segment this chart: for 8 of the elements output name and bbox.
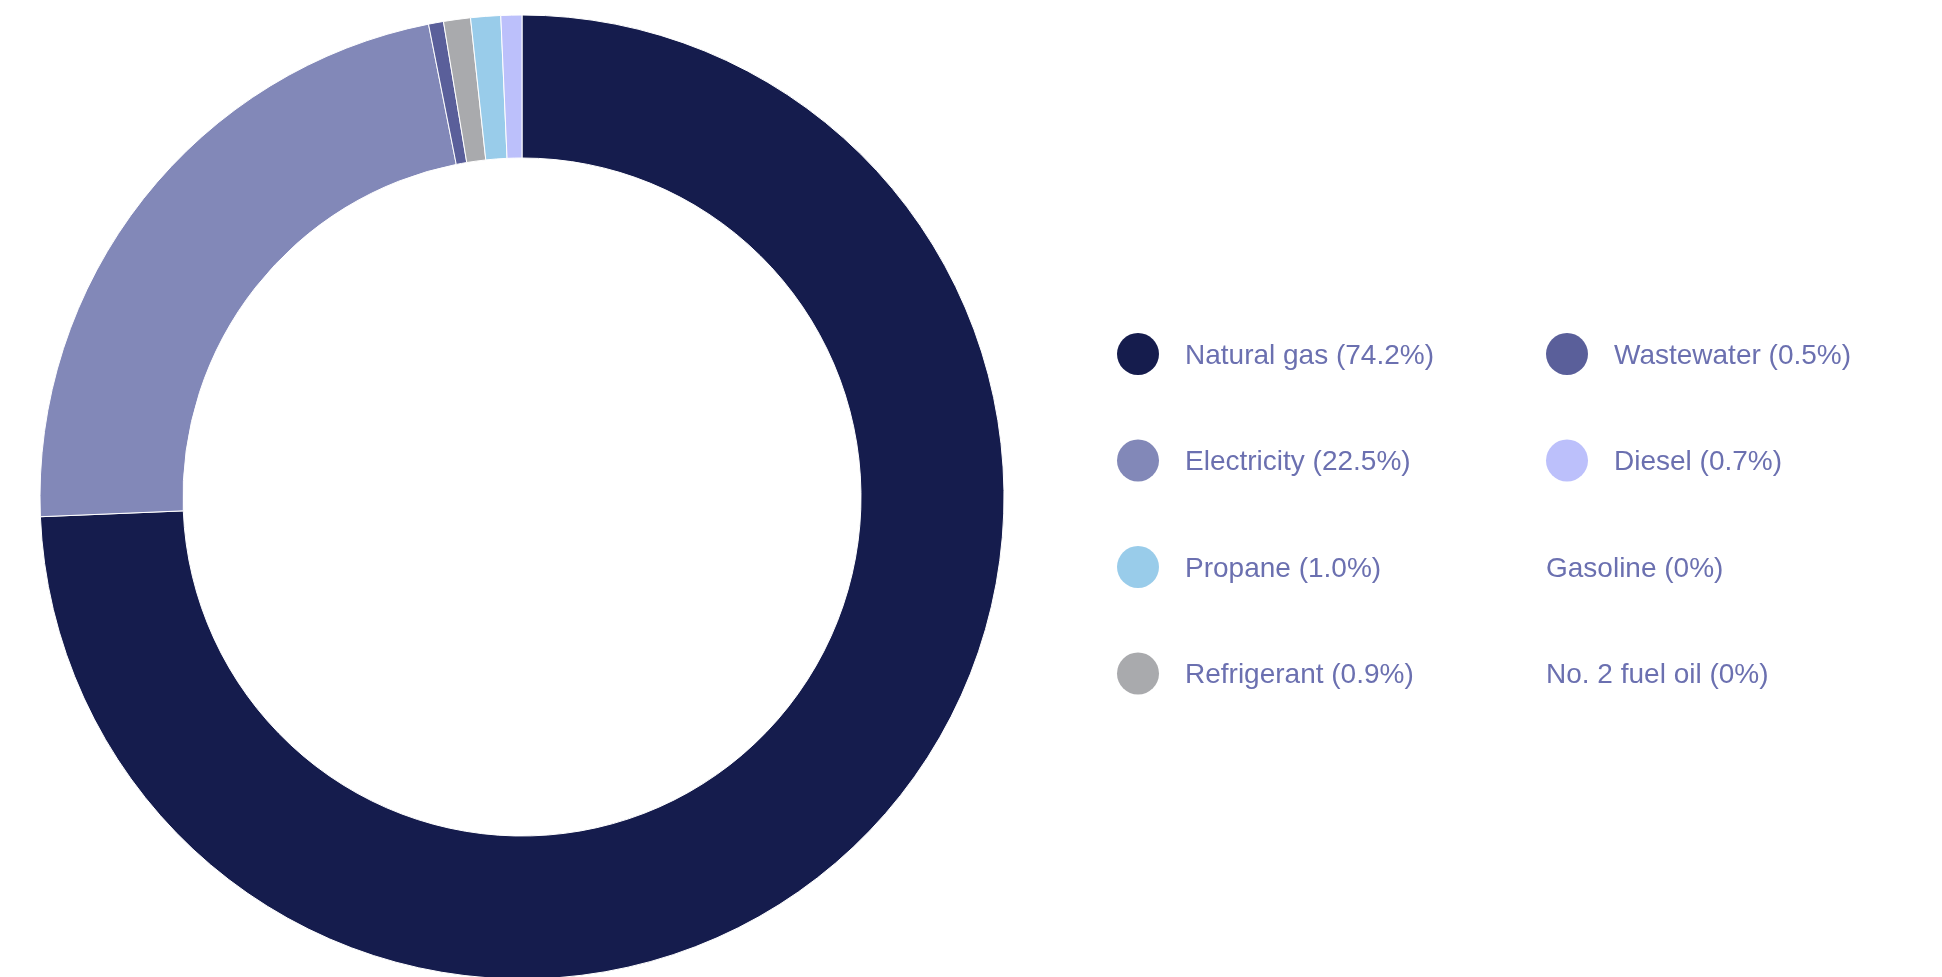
legend-label: Natural gas (74.2%) [1185, 338, 1435, 370]
legend-label: Diesel (0.7%) [1614, 445, 1783, 477]
legend-label: Refrigerant (0.9%) [1185, 658, 1414, 690]
legend-label: Electricity (22.5%) [1185, 445, 1411, 477]
category-label: Gasoline (0%) [1546, 551, 1724, 583]
legend-label: Wastewater (0.5%) [1614, 338, 1852, 370]
legend-label: Propane (1.0%) [1185, 551, 1382, 583]
category-label: No. 2 fuel oil (0%) [1546, 658, 1769, 690]
